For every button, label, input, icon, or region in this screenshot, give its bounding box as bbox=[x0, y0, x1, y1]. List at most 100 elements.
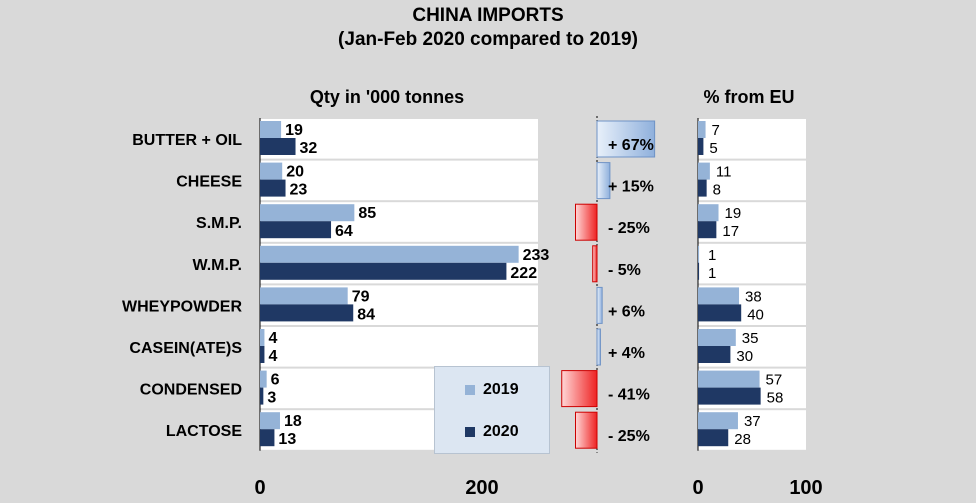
qty-bar-2019-w-m-p bbox=[260, 245, 519, 263]
eu-label-2020-casein-ate-s: 30 bbox=[736, 348, 753, 365]
qty-bar-2020-butter-oil bbox=[260, 138, 296, 155]
qty-bar-2020-w-m-p bbox=[260, 262, 507, 280]
qty-row-bg bbox=[260, 160, 538, 201]
qty-label-2020-casein-ate-s: 4 bbox=[268, 348, 277, 365]
eu-tick-label-100: 100 bbox=[789, 477, 822, 499]
qty-tick-label-200: 200 bbox=[465, 477, 498, 499]
category-label-cheese: CHEESE bbox=[176, 174, 242, 191]
chart-title-line1: CHINA IMPORTS bbox=[412, 5, 564, 26]
chart-title: CHINA IMPORTS (Jan-Feb 2020 compared to … bbox=[0, 4, 976, 52]
qty-label-2019-casein-ate-s: 4 bbox=[268, 330, 277, 347]
eu-label-2019-lactose: 37 bbox=[744, 413, 761, 430]
change-bar-s-m-p bbox=[575, 203, 598, 241]
change-bar-casein-ate-s bbox=[596, 328, 601, 366]
eu-bar-2019-lactose bbox=[698, 412, 738, 430]
legend-label-2020: 2020 bbox=[483, 423, 519, 440]
eu-bar-2019-s-m-p bbox=[698, 204, 719, 222]
eu-bar-2020-casein-ate-s bbox=[698, 346, 731, 363]
qty-panel-title: Qty in '000 tonnes bbox=[310, 87, 464, 107]
qty-bar-2019-butter-oil bbox=[260, 121, 282, 138]
qty-label-2019-butter-oil: 19 bbox=[285, 122, 303, 139]
qty-bar-2020-wheypowder bbox=[260, 304, 354, 322]
change-bar-lactose bbox=[575, 411, 598, 449]
qty-tick-label-0: 0 bbox=[254, 477, 265, 499]
eu-bar-2019-butter-oil bbox=[698, 121, 706, 138]
eu-label-2020-wheypowder: 40 bbox=[747, 306, 764, 323]
qty-bar-2019-s-m-p bbox=[260, 204, 355, 222]
legend-item-2019: 2019 bbox=[465, 381, 519, 399]
eu-label-2020-butter-oil: 5 bbox=[709, 140, 717, 157]
eu-label-2019-s-m-p: 19 bbox=[725, 205, 742, 222]
qty-label-2020-condensed: 3 bbox=[267, 390, 276, 407]
qty-label-2019-cheese: 20 bbox=[286, 164, 304, 181]
eu-label-2020-s-m-p: 17 bbox=[722, 223, 739, 240]
change-label-wheypowder: + 6% bbox=[608, 303, 645, 320]
category-label-lactose: LACTOSE bbox=[166, 423, 242, 440]
qty-label-2019-w-m-p: 233 bbox=[523, 247, 550, 264]
legend-swatch-2020 bbox=[465, 426, 475, 437]
qty-label-2019-condensed: 6 bbox=[271, 372, 280, 389]
eu-bar-2020-wheypowder bbox=[698, 304, 742, 322]
eu-label-2019-w-m-p: 1 bbox=[708, 247, 716, 264]
qty-bar-2020-casein-ate-s bbox=[260, 346, 265, 363]
eu-label-2020-w-m-p: 1 bbox=[708, 265, 716, 282]
eu-bar-2019-condensed bbox=[698, 370, 760, 388]
qty-label-2019-wheypowder: 79 bbox=[352, 288, 370, 305]
eu-bar-2020-s-m-p bbox=[698, 221, 717, 239]
eu-bar-2020-w-m-p bbox=[698, 262, 700, 280]
change-bar-wheypowder bbox=[596, 286, 603, 324]
qty-bar-2020-cheese bbox=[260, 179, 286, 197]
change-label-cheese: + 15% bbox=[608, 179, 654, 196]
change-label-butter-oil: + 67% bbox=[608, 137, 654, 154]
eu-label-2019-casein-ate-s: 35 bbox=[742, 330, 759, 347]
qty-label-2020-cheese: 23 bbox=[290, 182, 308, 199]
qty-bar-2019-wheypowder bbox=[260, 287, 348, 305]
change-label-condensed: - 41% bbox=[608, 387, 650, 404]
eu-bar-2020-condensed bbox=[698, 387, 761, 405]
change-bar-butter-oil bbox=[596, 120, 656, 158]
eu-bar-2019-casein-ate-s bbox=[698, 329, 736, 346]
qty-label-2019-lactose: 18 bbox=[284, 413, 302, 430]
legend-swatch-2019 bbox=[465, 384, 475, 395]
category-label-butter-oil: BUTTER + OIL bbox=[132, 132, 242, 149]
legend-label-2019: 2019 bbox=[483, 381, 519, 398]
category-label-casein-ate-s: CASEIN(ATE)S bbox=[129, 340, 242, 357]
qty-label-2020-wheypowder: 84 bbox=[357, 306, 375, 323]
eu-label-2020-cheese: 8 bbox=[713, 182, 721, 199]
eu-label-2020-condensed: 58 bbox=[767, 390, 784, 407]
eu-bar-2019-wheypowder bbox=[698, 287, 740, 305]
eu-bar-2019-cheese bbox=[698, 162, 710, 180]
category-label-s-m-p: S.M.P. bbox=[196, 215, 242, 232]
change-bar-condensed bbox=[561, 370, 598, 408]
qty-row-bg bbox=[260, 327, 538, 367]
eu-label-2019-butter-oil: 7 bbox=[712, 122, 720, 139]
change-label-lactose: - 25% bbox=[608, 428, 650, 445]
qty-label-2020-w-m-p: 222 bbox=[510, 265, 537, 282]
change-label-casein-ate-s: + 4% bbox=[608, 345, 645, 362]
qty-bar-2020-s-m-p bbox=[260, 221, 332, 239]
eu-label-2019-wheypowder: 38 bbox=[745, 288, 762, 305]
category-label-condensed: CONDENSED bbox=[140, 382, 242, 399]
eu-bar-2020-butter-oil bbox=[698, 138, 704, 155]
qty-bar-2019-lactose bbox=[260, 412, 280, 430]
qty-label-2019-s-m-p: 85 bbox=[358, 205, 376, 222]
qty-label-2020-lactose: 13 bbox=[278, 431, 296, 448]
category-label-wheypowder: WHEYPOWDER bbox=[122, 298, 242, 315]
change-bar-cheese bbox=[596, 162, 611, 200]
qty-bar-2020-lactose bbox=[260, 429, 275, 447]
qty-label-2020-butter-oil: 32 bbox=[300, 140, 318, 157]
eu-bar-2020-lactose bbox=[698, 429, 729, 447]
qty-bar-2019-cheese bbox=[260, 162, 283, 180]
eu-row-bg bbox=[698, 160, 806, 201]
legend: 2019 2020 bbox=[434, 366, 550, 454]
qty-label-2020-s-m-p: 64 bbox=[335, 223, 353, 240]
change-label-w-m-p: - 5% bbox=[608, 262, 641, 279]
eu-tick-label-0: 0 bbox=[692, 477, 703, 499]
category-label-w-m-p: W.M.P. bbox=[193, 257, 243, 274]
chart-title-line2: (Jan-Feb 2020 compared to 2019) bbox=[338, 29, 638, 50]
qty-row-bg bbox=[260, 119, 538, 159]
qty-bar-2019-condensed bbox=[260, 370, 267, 388]
legend-item-2020: 2020 bbox=[465, 423, 519, 441]
eu-label-2019-condensed: 57 bbox=[766, 372, 783, 389]
